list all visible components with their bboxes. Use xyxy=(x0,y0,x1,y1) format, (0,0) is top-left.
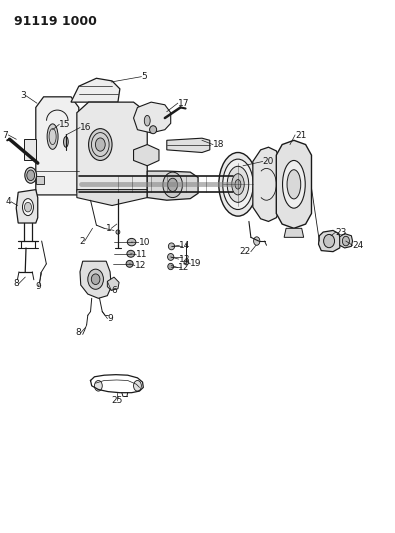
Ellipse shape xyxy=(127,238,136,246)
Polygon shape xyxy=(167,138,210,152)
Ellipse shape xyxy=(96,138,105,151)
Polygon shape xyxy=(80,261,111,298)
Ellipse shape xyxy=(342,236,350,246)
Text: 14: 14 xyxy=(179,241,191,250)
Circle shape xyxy=(27,170,35,181)
Circle shape xyxy=(24,203,32,212)
Ellipse shape xyxy=(168,243,175,250)
Text: 91119 1000: 91119 1000 xyxy=(14,14,97,28)
Text: 2: 2 xyxy=(79,237,85,246)
Text: 9: 9 xyxy=(36,282,41,291)
Polygon shape xyxy=(16,190,38,223)
Text: 10: 10 xyxy=(139,238,150,247)
Polygon shape xyxy=(134,102,171,133)
Ellipse shape xyxy=(235,180,241,189)
Ellipse shape xyxy=(287,169,301,199)
Text: 12: 12 xyxy=(135,261,146,270)
Text: 4: 4 xyxy=(6,197,11,206)
Ellipse shape xyxy=(47,124,58,149)
Polygon shape xyxy=(134,144,159,166)
Text: 8: 8 xyxy=(75,328,81,337)
Ellipse shape xyxy=(23,199,34,216)
Polygon shape xyxy=(276,140,312,228)
Ellipse shape xyxy=(167,254,174,261)
Polygon shape xyxy=(36,97,79,195)
Ellipse shape xyxy=(150,126,157,134)
Polygon shape xyxy=(71,78,120,102)
Text: 6: 6 xyxy=(111,286,117,295)
Polygon shape xyxy=(107,277,119,290)
Ellipse shape xyxy=(25,167,37,183)
Ellipse shape xyxy=(168,263,174,270)
Polygon shape xyxy=(24,139,36,160)
Polygon shape xyxy=(340,233,353,248)
Text: 7: 7 xyxy=(3,131,8,140)
Ellipse shape xyxy=(64,136,68,147)
Text: 17: 17 xyxy=(178,99,189,108)
Text: 11: 11 xyxy=(136,251,148,260)
Ellipse shape xyxy=(144,115,150,126)
Polygon shape xyxy=(318,230,341,252)
Text: 19: 19 xyxy=(190,260,202,268)
Circle shape xyxy=(134,381,141,391)
Text: 24: 24 xyxy=(353,241,364,250)
Circle shape xyxy=(254,237,260,245)
Polygon shape xyxy=(77,102,147,192)
Polygon shape xyxy=(77,190,147,206)
Text: 22: 22 xyxy=(240,247,251,256)
Polygon shape xyxy=(253,147,280,221)
Text: 15: 15 xyxy=(59,120,71,129)
Text: 9: 9 xyxy=(107,314,113,323)
Ellipse shape xyxy=(88,128,112,160)
Ellipse shape xyxy=(184,260,189,265)
Text: 25: 25 xyxy=(111,395,122,405)
Text: 5: 5 xyxy=(141,72,147,81)
Polygon shape xyxy=(147,171,198,200)
Ellipse shape xyxy=(91,274,100,285)
Text: 1: 1 xyxy=(105,224,111,233)
Ellipse shape xyxy=(219,152,257,216)
Text: 12: 12 xyxy=(178,263,189,272)
Ellipse shape xyxy=(223,159,253,209)
Ellipse shape xyxy=(227,166,249,203)
Polygon shape xyxy=(284,228,304,237)
Ellipse shape xyxy=(116,230,120,234)
Text: 8: 8 xyxy=(13,279,19,288)
Text: 13: 13 xyxy=(179,255,190,264)
Text: 23: 23 xyxy=(336,228,347,237)
Ellipse shape xyxy=(163,172,182,198)
Circle shape xyxy=(94,381,102,391)
Polygon shape xyxy=(36,176,43,184)
Text: 21: 21 xyxy=(295,131,307,140)
Ellipse shape xyxy=(127,251,135,257)
Ellipse shape xyxy=(88,269,103,289)
Text: 3: 3 xyxy=(20,91,26,100)
Text: 20: 20 xyxy=(263,157,274,166)
Ellipse shape xyxy=(126,261,133,267)
Ellipse shape xyxy=(282,160,305,208)
Ellipse shape xyxy=(232,174,244,195)
Ellipse shape xyxy=(324,235,335,248)
Text: 18: 18 xyxy=(213,140,224,149)
Ellipse shape xyxy=(168,178,177,191)
Text: 16: 16 xyxy=(80,123,92,132)
